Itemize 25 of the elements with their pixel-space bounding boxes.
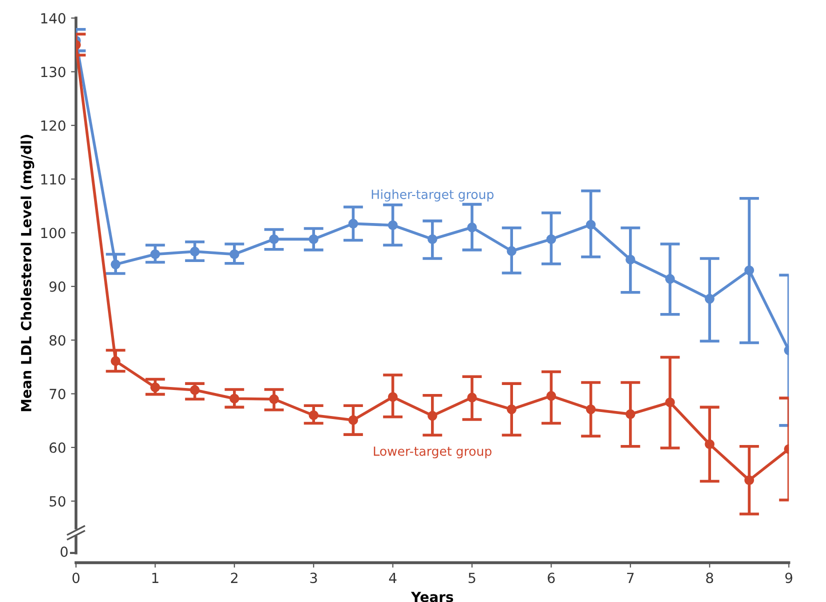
x-tick-label: 0 [72, 572, 80, 584]
text: Lower-target group [374, 446, 492, 458]
x-tick-label: 2 [231, 572, 238, 583]
x-tick-label: 4 [389, 572, 396, 583]
series-label: Higher-target group [372, 189, 494, 202]
y-tick-label: 60 [50, 442, 66, 453]
y-tick-label: 100 [41, 228, 66, 238]
y-tick-label: 120 [41, 120, 66, 131]
y-tick-label: 70 [50, 388, 66, 400]
y-axis-title: Mean LDL Cholesterol Level (mg/dl) [20, 134, 34, 412]
x-tick-label: 7 [627, 572, 634, 583]
y-tick-label: 130 [41, 66, 66, 78]
y-tick-label: 140 [41, 13, 66, 24]
x-tick-label: 1 [152, 572, 158, 583]
x-tick-label: 8 [706, 572, 714, 584]
text: 0 [60, 546, 68, 557]
x-tick-label: 9 [785, 572, 792, 584]
y-tick-label: 110 [41, 174, 66, 185]
y-tick-label: 50 [50, 496, 66, 507]
y-tick-label: 80 [50, 335, 66, 346]
y-tick-label: 90 [49, 281, 66, 292]
x-tick-label: 6 [548, 572, 555, 584]
x-axis-title: Years [410, 592, 454, 602]
x-tick-label: 3 [310, 572, 317, 584]
x-tick-label: 5 [468, 572, 476, 584]
